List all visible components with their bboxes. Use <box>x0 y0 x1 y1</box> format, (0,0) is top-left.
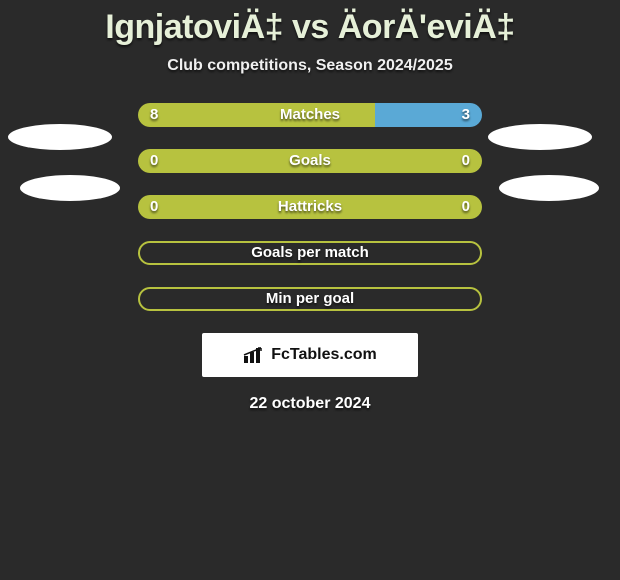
footer-date: 22 october 2024 <box>0 395 620 413</box>
subtitle: Club competitions, Season 2024/2025 <box>0 57 620 75</box>
player-ellipse <box>20 175 120 201</box>
page-title: IgnjatoviÄ‡ vs ÄorÄ'eviÄ‡ <box>0 0 620 47</box>
brand-bars-icon <box>243 346 265 364</box>
stat-row: Min per goal <box>0 287 620 311</box>
brand-text: FcTables.com <box>271 346 377 364</box>
brand-chip: FcTables.com <box>202 333 418 377</box>
stat-row: 00Goals <box>0 149 620 173</box>
player-ellipse <box>8 124 112 150</box>
stat-label: Goals per match <box>0 241 620 265</box>
stat-row: Goals per match <box>0 241 620 265</box>
stat-label: Goals <box>0 149 620 173</box>
stat-label: Min per goal <box>0 287 620 311</box>
player-ellipse <box>488 124 592 150</box>
player-ellipse <box>499 175 599 201</box>
